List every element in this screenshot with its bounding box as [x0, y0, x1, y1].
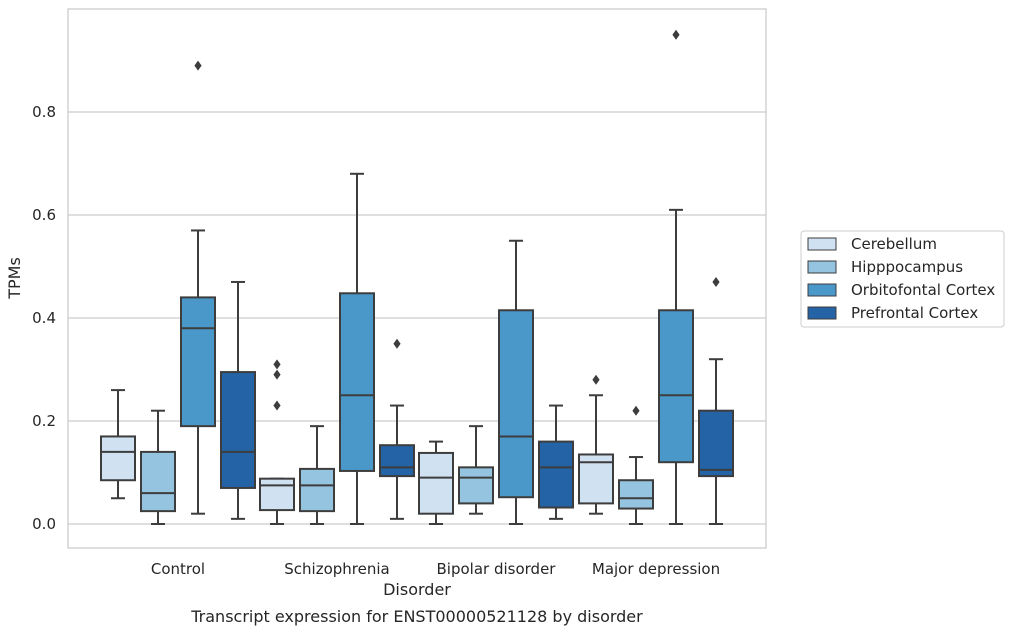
legend-swatch [807, 306, 837, 320]
legend-label: Prefrontal Cortex [851, 304, 978, 322]
box-iqr [418, 451, 454, 515]
box-iqr [658, 309, 694, 464]
outlier-point [393, 338, 401, 349]
y-tick-label: 0.4 [32, 309, 56, 327]
x-tick-label: Major depression [592, 560, 720, 578]
series-prefrontal-cortex [220, 276, 734, 525]
outlier-point [592, 374, 600, 385]
x-tick-label: Control [151, 560, 205, 578]
box-series [100, 29, 734, 525]
box [339, 172, 375, 525]
y-tick-label: 0.6 [32, 206, 56, 224]
legend-swatch [807, 283, 837, 297]
box-iqr [259, 477, 295, 512]
box-iqr [299, 467, 335, 513]
box [458, 425, 494, 515]
box-iqr [498, 309, 534, 499]
x-axis-label: Disorder [383, 580, 451, 599]
box-iqr [458, 466, 494, 505]
box [299, 425, 335, 525]
plot-frame [67, 8, 767, 549]
legend-label: Hipppocampus [851, 258, 963, 276]
outlier-point [273, 359, 281, 370]
y-tick-label: 0.2 [32, 412, 56, 430]
box [578, 374, 614, 515]
box [379, 338, 415, 520]
series-hipppocampus [140, 405, 654, 525]
box [180, 60, 216, 515]
outlier-point [712, 276, 720, 287]
y-tick-label: 0.8 [32, 103, 56, 121]
box-iqr [698, 409, 734, 478]
box-iqr [618, 479, 654, 510]
box-iqr [100, 435, 136, 482]
legend-label: Orbitofontal Cortex [851, 281, 995, 299]
box-iqr [220, 371, 256, 489]
outlier-point [273, 369, 281, 380]
legend-frame [800, 230, 1005, 328]
box-iqr [538, 440, 574, 509]
box-iqr [379, 444, 415, 478]
box-iqr [180, 296, 216, 428]
y-axis-label: TPMs [5, 257, 24, 300]
box [698, 276, 734, 525]
legend-swatch [807, 260, 837, 274]
series-orbitofontal-cortex [180, 29, 694, 525]
box [618, 405, 654, 525]
box [538, 404, 574, 520]
box [418, 440, 454, 525]
legend: Cerebellum Hipppocampus Orbitofontal Corte… [800, 230, 1005, 328]
x-axis-ticks: Control Schizophrenia Bipolar disorder Majo… [151, 560, 720, 578]
figure-caption: Transcript expression for ENST0000052112… [190, 607, 643, 626]
legend-label: Cerebellum [851, 235, 937, 253]
box [220, 280, 256, 520]
series-cerebellum [100, 359, 614, 525]
outlier-point [632, 405, 640, 416]
box-iqr [140, 450, 176, 513]
box-iqr [339, 292, 375, 472]
outlier-point [194, 60, 202, 71]
box [259, 359, 295, 525]
x-tick-label: Bipolar disorder [437, 560, 557, 578]
outlier-point [273, 400, 281, 411]
box [658, 29, 694, 525]
outlier-point [672, 29, 680, 40]
y-tick-label: 0.0 [32, 515, 56, 533]
x-tick-label: Schizophrenia [284, 560, 389, 578]
box [140, 409, 176, 525]
legend-swatch [807, 237, 837, 251]
box [498, 239, 534, 525]
y-axis-ticks: 0.0 0.2 0.4 0.6 0.8 [32, 103, 56, 533]
box [100, 389, 136, 500]
